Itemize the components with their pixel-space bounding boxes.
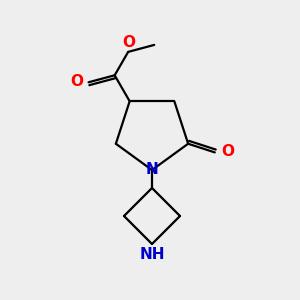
Text: N: N (146, 161, 158, 176)
Text: NH: NH (139, 247, 165, 262)
Text: O: O (70, 74, 84, 89)
Text: O: O (221, 144, 234, 159)
Text: O: O (123, 35, 136, 50)
